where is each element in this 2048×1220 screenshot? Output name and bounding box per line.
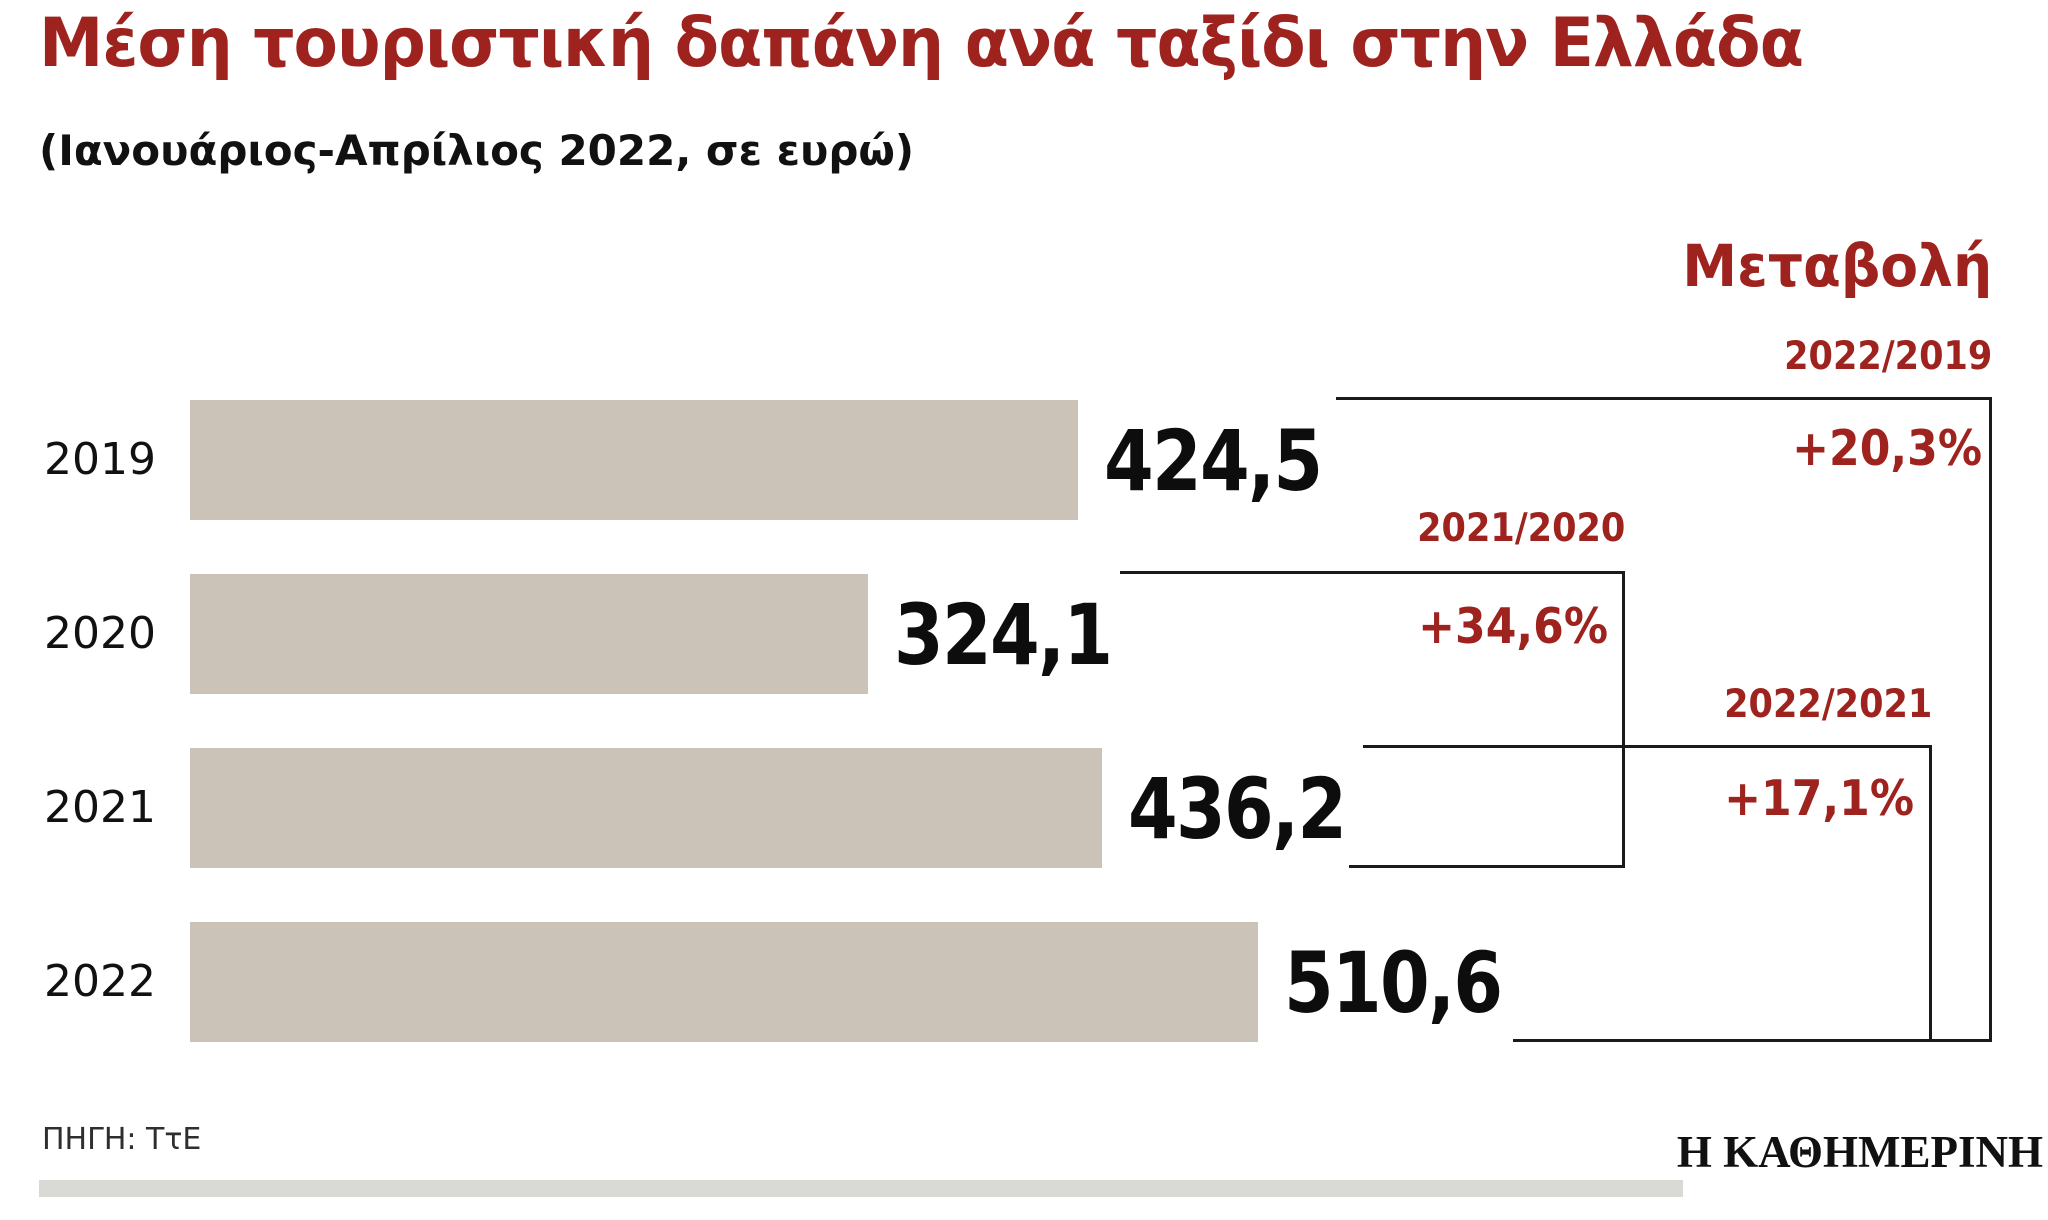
bar-value-2020: 324,1 [894, 586, 1113, 684]
chart-row-2019: 2019 424,5 [0, 400, 2048, 520]
source-note: ΠΗΓΗ: ΤτΕ [42, 1122, 202, 1157]
year-label: 2022 [44, 956, 156, 1007]
bar-value-2022: 510,6 [1284, 934, 1503, 1032]
bar-value-2021: 436,2 [1128, 760, 1347, 858]
bracket-2021-2020-bottom-line [1349, 865, 1625, 868]
change-value-2022-2019: +20,3% [1792, 420, 1982, 477]
change-value-2022-2021: +17,1% [1724, 770, 1914, 827]
bracket-2022-2019-top-line [1336, 397, 1992, 400]
change-panel-header: Μεταβολή [1682, 232, 1992, 300]
change-value-2021-2020: +34,6% [1418, 598, 1608, 655]
bracket-2021-2020-top-line [1120, 571, 1625, 574]
change-label-2021-2020: 2021/2020 [1416, 506, 1625, 551]
bar-value-2019: 424,5 [1104, 412, 1323, 510]
bracket-2022-2021-top-line [1363, 745, 1932, 748]
year-label: 2021 [44, 782, 156, 833]
page-subtitle: (Ιανουάριος-Απρίλιος 2022, σε ευρώ) [39, 126, 915, 175]
change-label-2022-2021: 2022/2021 [1723, 682, 1932, 727]
year-label: 2019 [44, 434, 156, 485]
bar-2022 [190, 922, 1258, 1042]
bracket-2021-2020-vertical-line [1622, 571, 1625, 868]
bracket-2022-2021-vertical-line [1929, 745, 1932, 1042]
bar-2019 [190, 400, 1078, 520]
bar-2021 [190, 748, 1102, 868]
chart-row-2021: 2021 436,2 [0, 748, 2048, 868]
bar-2020 [190, 574, 868, 694]
newspaper-logo: Η ΚΑΘΗΜΕΡΙΝΗ [1676, 1127, 2043, 1177]
bracket-bottom-line [1513, 1039, 1992, 1042]
chart-row-2022: 2022 510,6 [0, 922, 2048, 1042]
chart-row-2020: 2020 324,1 [0, 574, 2048, 694]
page-title: Μέση τουριστική δαπάνη ανά ταξίδι στην Ε… [39, 4, 1804, 83]
bracket-2022-2019-vertical-line [1989, 397, 1992, 1042]
change-label-2022-2019: 2022/2019 [1783, 334, 1992, 379]
footer-divider [39, 1180, 1683, 1197]
year-label: 2020 [44, 608, 156, 659]
